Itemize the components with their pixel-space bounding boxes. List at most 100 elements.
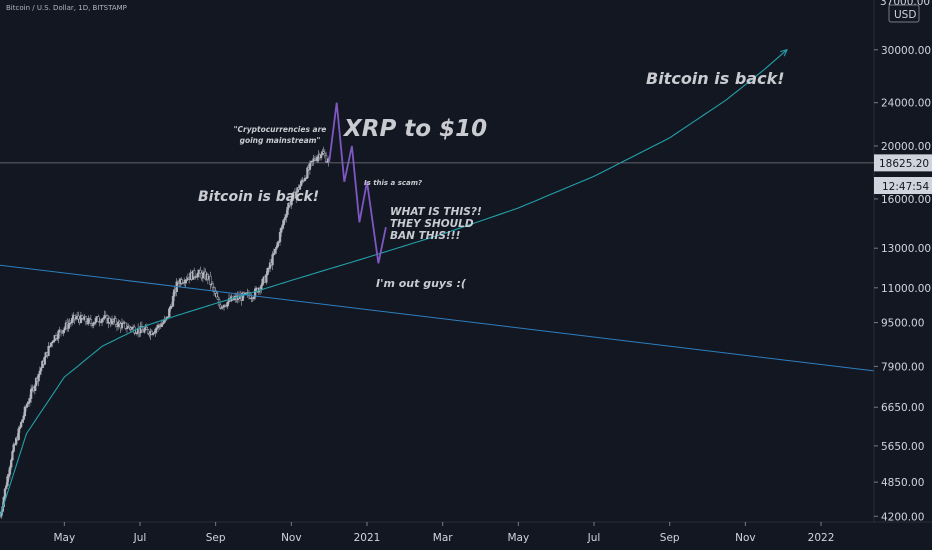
candle-body bbox=[29, 389, 33, 399]
candle-body bbox=[224, 304, 227, 307]
candle-body bbox=[24, 406, 28, 408]
y-tick-label: 6650.00 bbox=[881, 402, 924, 414]
candle-body bbox=[271, 254, 274, 266]
candle-body bbox=[124, 322, 127, 329]
candle-body bbox=[322, 151, 325, 154]
countdown-badge bbox=[874, 177, 932, 194]
candle-body bbox=[215, 293, 218, 298]
candle-body bbox=[26, 403, 29, 407]
candle-body bbox=[295, 191, 298, 199]
candle-body bbox=[39, 367, 43, 372]
candle-body bbox=[291, 194, 294, 201]
candle-body bbox=[268, 262, 272, 269]
candle-body bbox=[311, 160, 314, 163]
candle-body bbox=[319, 154, 323, 159]
candle-body bbox=[84, 316, 88, 323]
candle-body bbox=[56, 338, 59, 340]
annotation-bitcoin-back-2: Bitcoin is back! bbox=[646, 69, 785, 88]
candle-body bbox=[117, 321, 120, 327]
symbol-header[interactable]: Bitcoin / U.S. Dollar, 1D, BITSTAMP bbox=[6, 4, 127, 12]
candle-body bbox=[54, 335, 58, 339]
candle-body bbox=[146, 329, 150, 334]
y-tick-label: 11000.00 bbox=[881, 283, 931, 295]
candle-body bbox=[68, 323, 71, 325]
candle-body bbox=[93, 322, 96, 324]
candle-body bbox=[261, 278, 264, 286]
current-price-badge bbox=[874, 154, 932, 172]
time-axis[interactable]: May Jul Sep Nov 2021 Mar May Jul Sep Nov 2022 bbox=[0, 521, 932, 550]
annotation-xrp: XRP to $10 bbox=[342, 116, 487, 142]
currency-label[interactable]: USD bbox=[894, 9, 916, 21]
candle-body bbox=[71, 318, 74, 323]
candle-body bbox=[241, 292, 244, 301]
candle-body bbox=[94, 318, 97, 323]
candle-body bbox=[143, 329, 146, 333]
x-tick-label: Nov bbox=[735, 532, 756, 544]
candle-body bbox=[285, 214, 288, 218]
price-axis[interactable]: 30000.00 24000.00 20000.00 16000.00 13000.00… bbox=[873, 0, 932, 523]
y-tick-label: 20000.00 bbox=[881, 141, 931, 153]
candle-body bbox=[201, 272, 205, 279]
candle-body bbox=[212, 287, 216, 292]
candle-body bbox=[21, 419, 24, 423]
countdown-value: 12:47:54 bbox=[882, 181, 929, 193]
candle-body bbox=[252, 296, 256, 300]
candle-body bbox=[97, 316, 100, 322]
candle-body bbox=[160, 323, 163, 327]
y-tick-label: 4200.00 bbox=[881, 511, 924, 523]
candle-body bbox=[3, 488, 7, 498]
candle-body bbox=[153, 332, 156, 334]
x-tick-label: Sep bbox=[206, 532, 226, 544]
candle-body bbox=[180, 279, 183, 284]
x-tick-label: May bbox=[53, 532, 75, 544]
candle-body bbox=[287, 203, 290, 208]
candle-body bbox=[100, 318, 104, 323]
candle-body bbox=[52, 340, 55, 343]
annotation-what-1: WHAT IS THIS?! bbox=[390, 206, 482, 218]
candle-body bbox=[38, 370, 41, 375]
currency-box[interactable] bbox=[888, 4, 920, 23]
candle-body bbox=[125, 327, 129, 330]
candle-body bbox=[151, 332, 155, 335]
candle-body bbox=[34, 377, 38, 387]
candle-body bbox=[118, 321, 121, 324]
candle-body bbox=[216, 296, 219, 300]
candle-body bbox=[290, 200, 293, 206]
candle-body bbox=[185, 279, 188, 281]
candle-body bbox=[128, 325, 131, 328]
annotation-out: I'm out guys :( bbox=[376, 277, 467, 290]
candle-body bbox=[37, 373, 40, 382]
annotation-scam: Is this a scam? bbox=[364, 179, 422, 187]
candle-body bbox=[12, 444, 15, 452]
candle-body bbox=[296, 187, 299, 193]
candle-body bbox=[87, 318, 90, 324]
candle-body bbox=[326, 161, 329, 163]
annotation-bitcoin-back-1: Bitcoin is back! bbox=[198, 189, 319, 205]
candle-body bbox=[130, 327, 134, 330]
descending-trendline bbox=[0, 264, 875, 372]
candle-body bbox=[272, 253, 275, 255]
candle-body bbox=[156, 324, 160, 328]
candle-body bbox=[69, 322, 73, 324]
candle-body bbox=[120, 323, 124, 329]
candle-body bbox=[48, 345, 51, 348]
candle-body bbox=[324, 154, 328, 163]
candle-body bbox=[67, 323, 70, 329]
candle-body bbox=[267, 268, 270, 270]
y-tick-label: 24000.00 bbox=[881, 98, 931, 110]
x-tick-label: May bbox=[507, 532, 529, 544]
x-tick-label: Jul bbox=[587, 532, 601, 544]
curve-arrowhead bbox=[780, 48, 788, 57]
candle-body bbox=[150, 330, 153, 335]
candle-body bbox=[298, 185, 302, 190]
candle-body bbox=[300, 180, 303, 186]
x-tick-label: Nov bbox=[281, 532, 302, 544]
x-tick-label: Jul bbox=[133, 532, 147, 544]
candle-body bbox=[265, 274, 268, 283]
candle-body bbox=[308, 162, 312, 170]
candle-body bbox=[154, 328, 157, 333]
candle-body bbox=[59, 329, 63, 333]
candle-body bbox=[57, 330, 60, 339]
candle-body bbox=[313, 158, 317, 161]
